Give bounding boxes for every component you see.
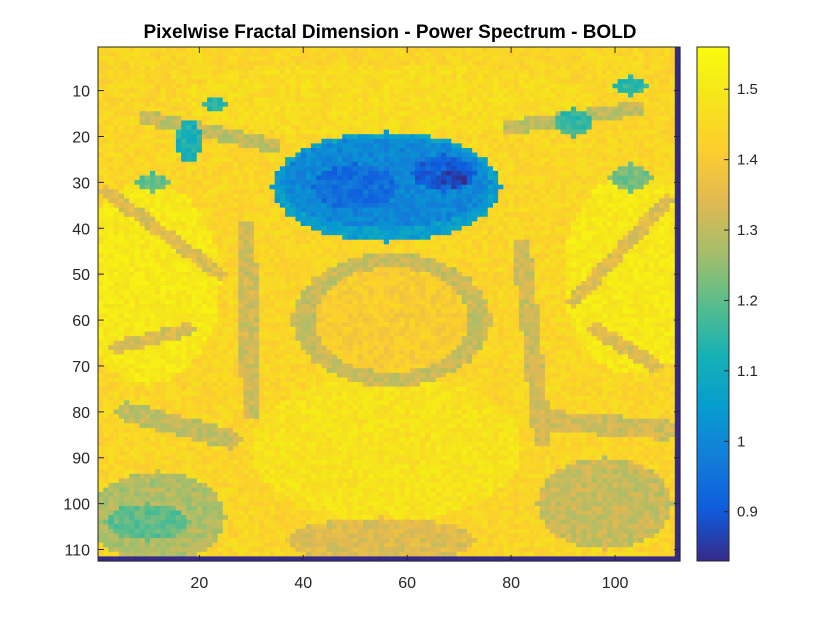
colorbar-tick-label: 0.9: [737, 504, 758, 521]
colorbar-tick-label: 1.2: [737, 292, 758, 309]
y-tick-label: 110: [64, 543, 90, 560]
y-tick-label: 80: [72, 405, 90, 422]
colorbar-tick-label: 1.5: [737, 81, 758, 98]
y-tick-label: 20: [72, 129, 90, 146]
y-axis: 10 20 30 40 50 60 70 80 90 100 110: [63, 84, 680, 560]
x-axis: 20 40 60 80 100: [190, 47, 628, 592]
colorbar-tick-label: 1.3: [737, 222, 758, 239]
x-tick-label: 20: [190, 575, 208, 592]
colorbar-gradient: [696, 46, 730, 562]
colorbar: 0.9 1 1.1 1.2 1.3 1.4 1.5: [696, 46, 758, 562]
colorbar-tick-label: 1.1: [737, 363, 758, 380]
y-tick-label: 70: [72, 359, 90, 376]
chart-title: Pixelwise Fractal Dimension - Power Spec…: [143, 22, 636, 43]
colorbar-tick-label: 1: [737, 433, 745, 450]
y-tick-label: 50: [72, 267, 90, 284]
heatmap-image: [98, 47, 681, 562]
x-tick-label: 80: [502, 575, 520, 592]
y-tick-label: 30: [72, 175, 90, 192]
y-tick-label: 100: [63, 497, 90, 514]
colorbar-tick-label: 1.4: [737, 152, 758, 169]
y-tick-label: 40: [72, 221, 90, 238]
y-tick-label: 10: [72, 84, 90, 101]
x-tick-label: 100: [602, 575, 629, 592]
y-tick-label: 60: [72, 313, 90, 330]
axes-box: [97, 46, 681, 562]
x-tick-label: 60: [398, 575, 416, 592]
x-tick-label: 40: [294, 575, 312, 592]
y-tick-label: 90: [72, 451, 90, 468]
